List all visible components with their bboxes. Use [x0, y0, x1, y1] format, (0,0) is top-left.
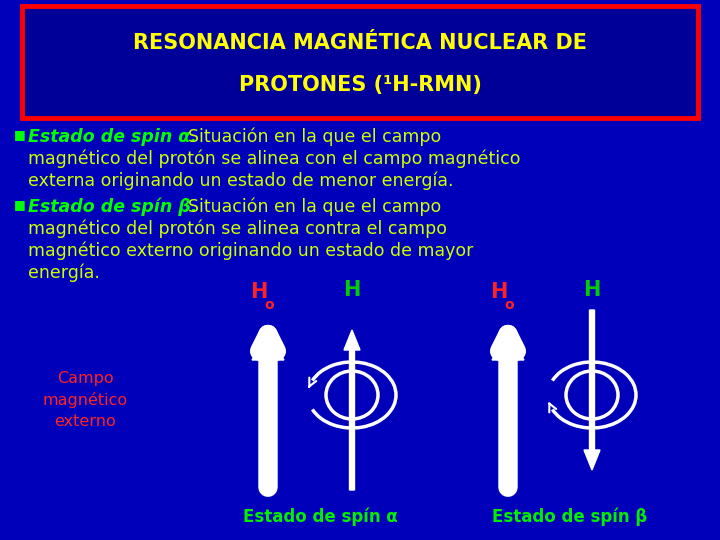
Text: RESONANCIA MAGNÉTICA NUCLEAR DE: RESONANCIA MAGNÉTICA NUCLEAR DE [133, 33, 587, 53]
Text: Situación en la que el campo: Situación en la que el campo [188, 198, 441, 217]
Text: energía.: energía. [28, 264, 100, 282]
Text: Estado de spín β.: Estado de spín β. [28, 198, 197, 217]
Text: Estado de spín β: Estado de spín β [492, 508, 647, 526]
Text: Estado de spín α: Estado de spín α [243, 508, 397, 526]
Text: H: H [250, 282, 267, 302]
Text: ■: ■ [14, 198, 26, 211]
FancyArrow shape [344, 330, 360, 490]
Text: H: H [490, 282, 508, 302]
Text: Estado de spin α.: Estado de spin α. [28, 128, 197, 146]
Text: H: H [583, 280, 600, 300]
FancyBboxPatch shape [22, 6, 698, 118]
Text: Campo
magnético
externo: Campo magnético externo [42, 371, 127, 429]
Text: ■: ■ [14, 128, 26, 141]
Text: H: H [343, 280, 361, 300]
Text: o: o [504, 298, 513, 312]
Text: externa originando un estado de menor energía.: externa originando un estado de menor en… [28, 172, 454, 191]
FancyArrow shape [584, 310, 600, 470]
Text: PROTONES (¹H-RMN): PROTONES (¹H-RMN) [238, 75, 482, 95]
FancyArrow shape [492, 335, 524, 490]
Text: Situación en la que el campo: Situación en la que el campo [188, 128, 441, 146]
Text: o: o [264, 298, 274, 312]
FancyArrow shape [252, 335, 284, 490]
Text: magnético del protón se alinea contra el campo: magnético del protón se alinea contra el… [28, 220, 447, 239]
Text: magnético externo originando un estado de mayor: magnético externo originando un estado d… [28, 242, 473, 260]
Text: magnético del protón se alinea con el campo magnético: magnético del protón se alinea con el ca… [28, 150, 521, 168]
